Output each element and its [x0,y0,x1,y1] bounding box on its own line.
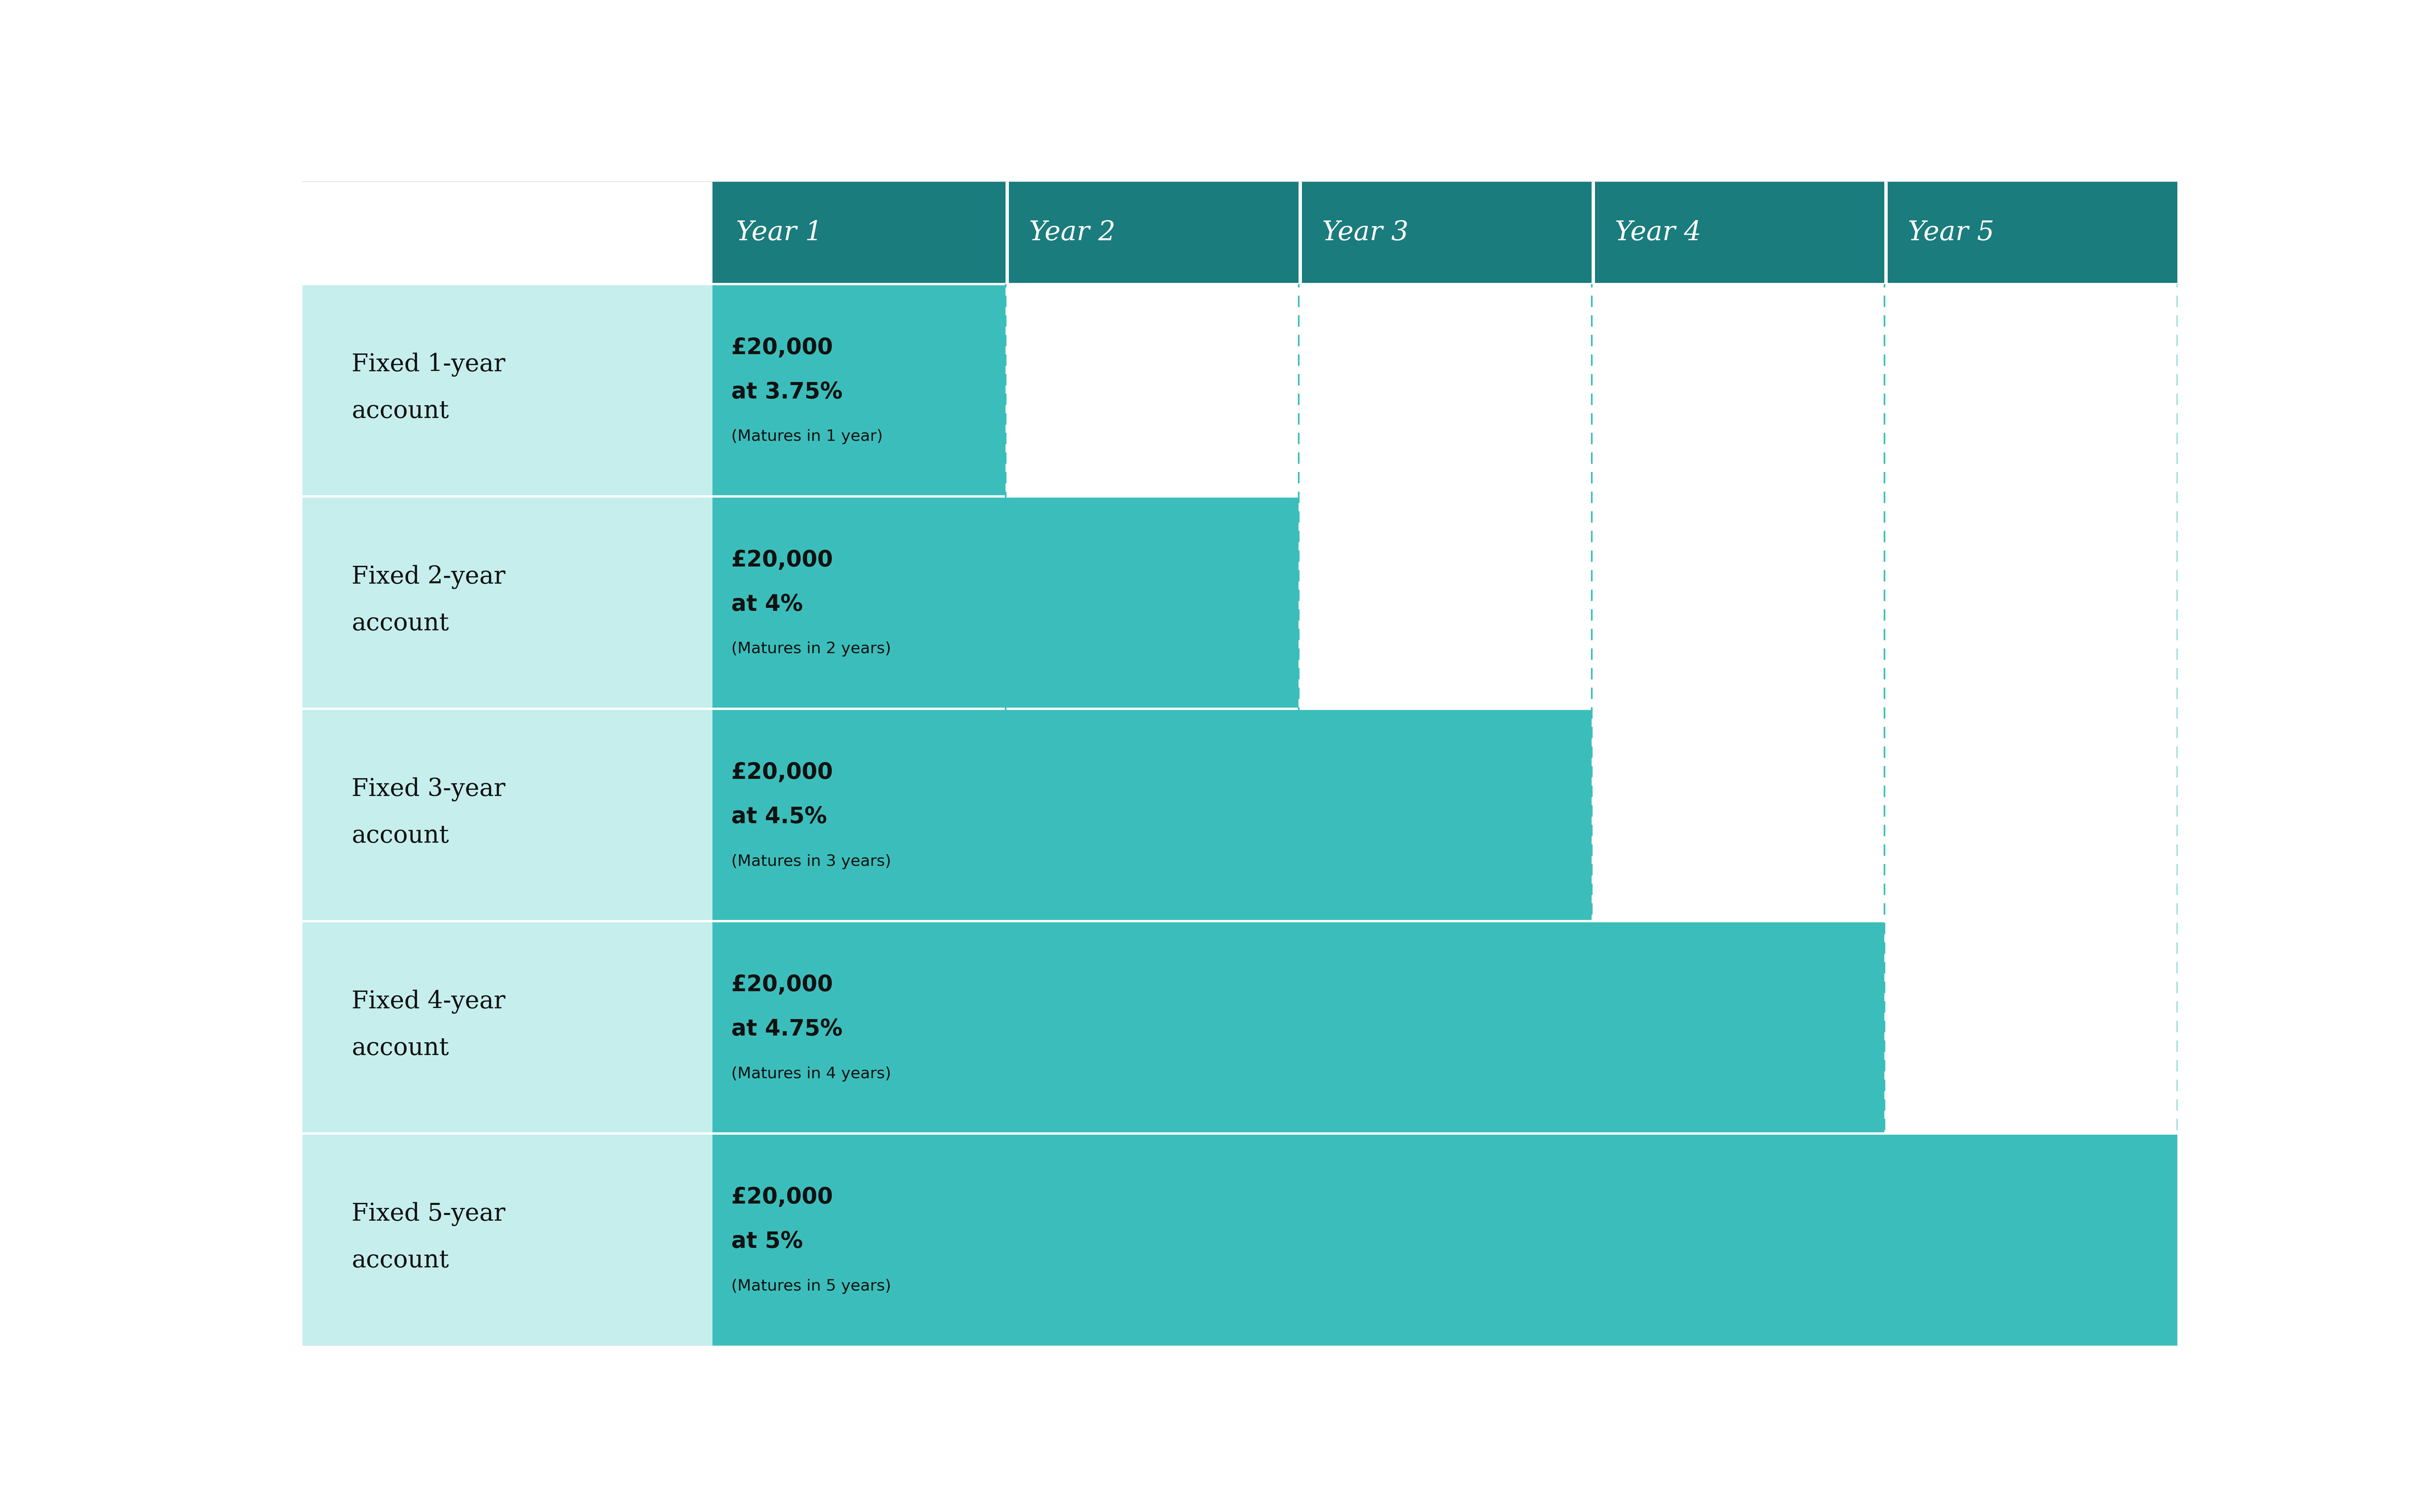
Text: £20,000: £20,000 [731,549,832,572]
Bar [1592,181,1884,284]
Text: at 3.75%: at 3.75% [731,381,842,404]
Text: Fixed 2-year: Fixed 2-year [351,565,506,590]
Bar [714,1134,2177,1346]
Text: Fixed 5-year: Fixed 5-year [351,1202,506,1226]
Bar [1006,181,1299,284]
Bar [714,496,1299,709]
Bar [1884,921,2177,1134]
Bar [1006,181,1009,284]
Text: Year 3: Year 3 [1321,219,1408,245]
Bar [714,709,1592,921]
Text: £20,000: £20,000 [731,337,832,358]
Bar [1299,181,1301,284]
Bar [1884,181,1887,284]
Bar [302,709,714,921]
Text: £20,000: £20,000 [731,1185,832,1208]
Text: Year 5: Year 5 [1909,219,1993,245]
Text: at 5%: at 5% [731,1231,803,1253]
Text: at 4%: at 4% [731,594,803,615]
Text: account: account [351,824,450,848]
Text: account: account [351,399,450,423]
Bar [714,181,1006,284]
Text: account: account [351,1037,450,1060]
Bar [302,496,714,709]
Bar [1299,181,1592,284]
Bar [302,921,714,1134]
Bar [1299,496,2177,709]
Text: (Matures in 2 years): (Matures in 2 years) [731,641,890,656]
Bar [302,1134,714,1346]
Bar [1592,709,2177,921]
Text: (Matures in 5 years): (Matures in 5 years) [731,1279,890,1294]
Text: account: account [351,1249,450,1273]
Text: Year 2: Year 2 [1028,219,1115,245]
Bar [1006,284,2177,496]
Bar [1592,181,1594,284]
Text: Fixed 3-year: Fixed 3-year [351,777,506,801]
Bar [714,921,1884,1134]
Bar [714,284,1006,496]
Text: account: account [351,612,450,635]
Text: (Matures in 4 years): (Matures in 4 years) [731,1066,890,1081]
Text: £20,000: £20,000 [731,761,832,783]
Text: at 4.5%: at 4.5% [731,806,827,829]
Text: £20,000: £20,000 [731,974,832,996]
Text: (Matures in 1 year): (Matures in 1 year) [731,429,883,445]
Bar [1884,181,2177,284]
Text: Fixed 4-year: Fixed 4-year [351,990,506,1013]
Bar [302,284,714,496]
Text: Fixed 1-year: Fixed 1-year [351,352,506,376]
Text: Year 1: Year 1 [735,219,822,245]
Text: (Matures in 3 years): (Matures in 3 years) [731,854,890,869]
Bar [302,181,714,284]
Text: at 4.75%: at 4.75% [731,1018,842,1040]
Text: Year 4: Year 4 [1616,219,1701,245]
